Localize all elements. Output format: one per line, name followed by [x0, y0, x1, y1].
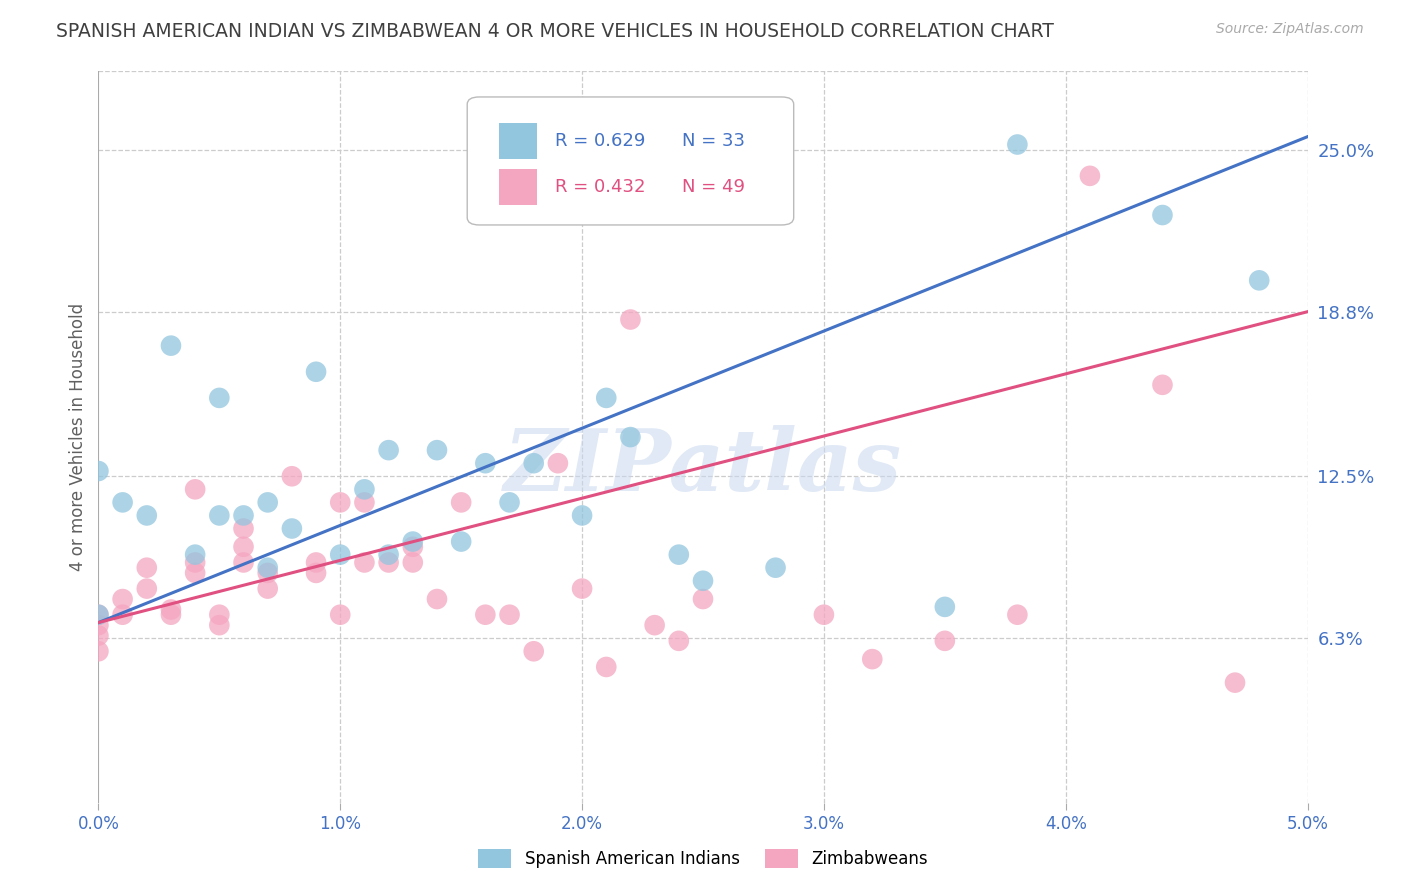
Point [184, 548, 207, 562]
Point [305, 365, 328, 379]
Point [111, 607, 134, 622]
Point [1078, 169, 1101, 183]
Point [135, 508, 157, 523]
Point [184, 566, 207, 580]
Point [329, 607, 352, 622]
Point [1223, 675, 1246, 690]
Point [426, 443, 449, 458]
Point [765, 560, 787, 574]
Point [1007, 607, 1029, 622]
Point [135, 560, 157, 574]
Legend: Spanish American Indians, Zimbabweans: Spanish American Indians, Zimbabweans [471, 842, 935, 875]
Point [160, 339, 183, 353]
Point [402, 534, 425, 549]
Text: N = 49: N = 49 [682, 178, 745, 196]
Point [87, 607, 110, 622]
Point [402, 540, 425, 554]
Y-axis label: 4 or more Vehicles in Household: 4 or more Vehicles in Household [69, 303, 87, 571]
FancyBboxPatch shape [499, 169, 537, 205]
Point [208, 508, 231, 523]
Point [232, 508, 254, 523]
Point [668, 633, 690, 648]
Point [377, 443, 399, 458]
Point [87, 644, 110, 658]
Point [450, 495, 472, 509]
Point [232, 521, 254, 535]
Text: R = 0.432: R = 0.432 [555, 178, 645, 196]
Point [111, 495, 134, 509]
Point [668, 548, 690, 562]
Point [692, 574, 714, 588]
Text: ZIPatlas: ZIPatlas [503, 425, 903, 508]
Point [1249, 273, 1271, 287]
Point [619, 430, 641, 444]
Point [305, 556, 328, 570]
Point [498, 495, 520, 509]
Point [571, 582, 593, 596]
Point [571, 508, 593, 523]
Point [860, 652, 883, 666]
Point [547, 456, 569, 470]
Point [256, 560, 278, 574]
Text: N = 33: N = 33 [682, 132, 745, 150]
Point [595, 660, 617, 674]
Point [232, 556, 254, 570]
Point [523, 644, 546, 658]
Point [1152, 377, 1174, 392]
Point [450, 534, 472, 549]
Point [353, 495, 375, 509]
Point [353, 483, 375, 497]
Point [256, 566, 278, 580]
Text: Source: ZipAtlas.com: Source: ZipAtlas.com [1216, 22, 1364, 37]
Point [256, 495, 278, 509]
Point [353, 556, 375, 570]
Point [377, 548, 399, 562]
Text: R = 0.629: R = 0.629 [555, 132, 645, 150]
Point [160, 607, 183, 622]
Point [426, 592, 449, 607]
Point [111, 592, 134, 607]
Point [281, 521, 304, 535]
Point [934, 633, 956, 648]
Point [87, 464, 110, 478]
Point [281, 469, 304, 483]
Point [305, 566, 328, 580]
Point [1007, 137, 1029, 152]
Point [184, 483, 207, 497]
Point [208, 391, 231, 405]
Text: SPANISH AMERICAN INDIAN VS ZIMBABWEAN 4 OR MORE VEHICLES IN HOUSEHOLD CORRELATIO: SPANISH AMERICAN INDIAN VS ZIMBABWEAN 4 … [56, 22, 1054, 41]
Point [135, 582, 157, 596]
Point [644, 618, 666, 632]
Point [474, 456, 496, 470]
Point [813, 607, 835, 622]
Point [208, 607, 231, 622]
Point [595, 391, 617, 405]
Point [498, 607, 520, 622]
Point [160, 602, 183, 616]
Point [87, 607, 110, 622]
Point [934, 599, 956, 614]
Point [256, 582, 278, 596]
Point [402, 556, 425, 570]
Point [329, 548, 352, 562]
Point [87, 629, 110, 643]
Point [1152, 208, 1174, 222]
FancyBboxPatch shape [467, 97, 793, 225]
Point [208, 618, 231, 632]
Point [329, 495, 352, 509]
Point [184, 556, 207, 570]
Point [692, 592, 714, 607]
Point [232, 540, 254, 554]
FancyBboxPatch shape [499, 122, 537, 159]
Point [523, 456, 546, 470]
Point [87, 618, 110, 632]
Point [377, 556, 399, 570]
Point [619, 312, 641, 326]
Point [474, 607, 496, 622]
